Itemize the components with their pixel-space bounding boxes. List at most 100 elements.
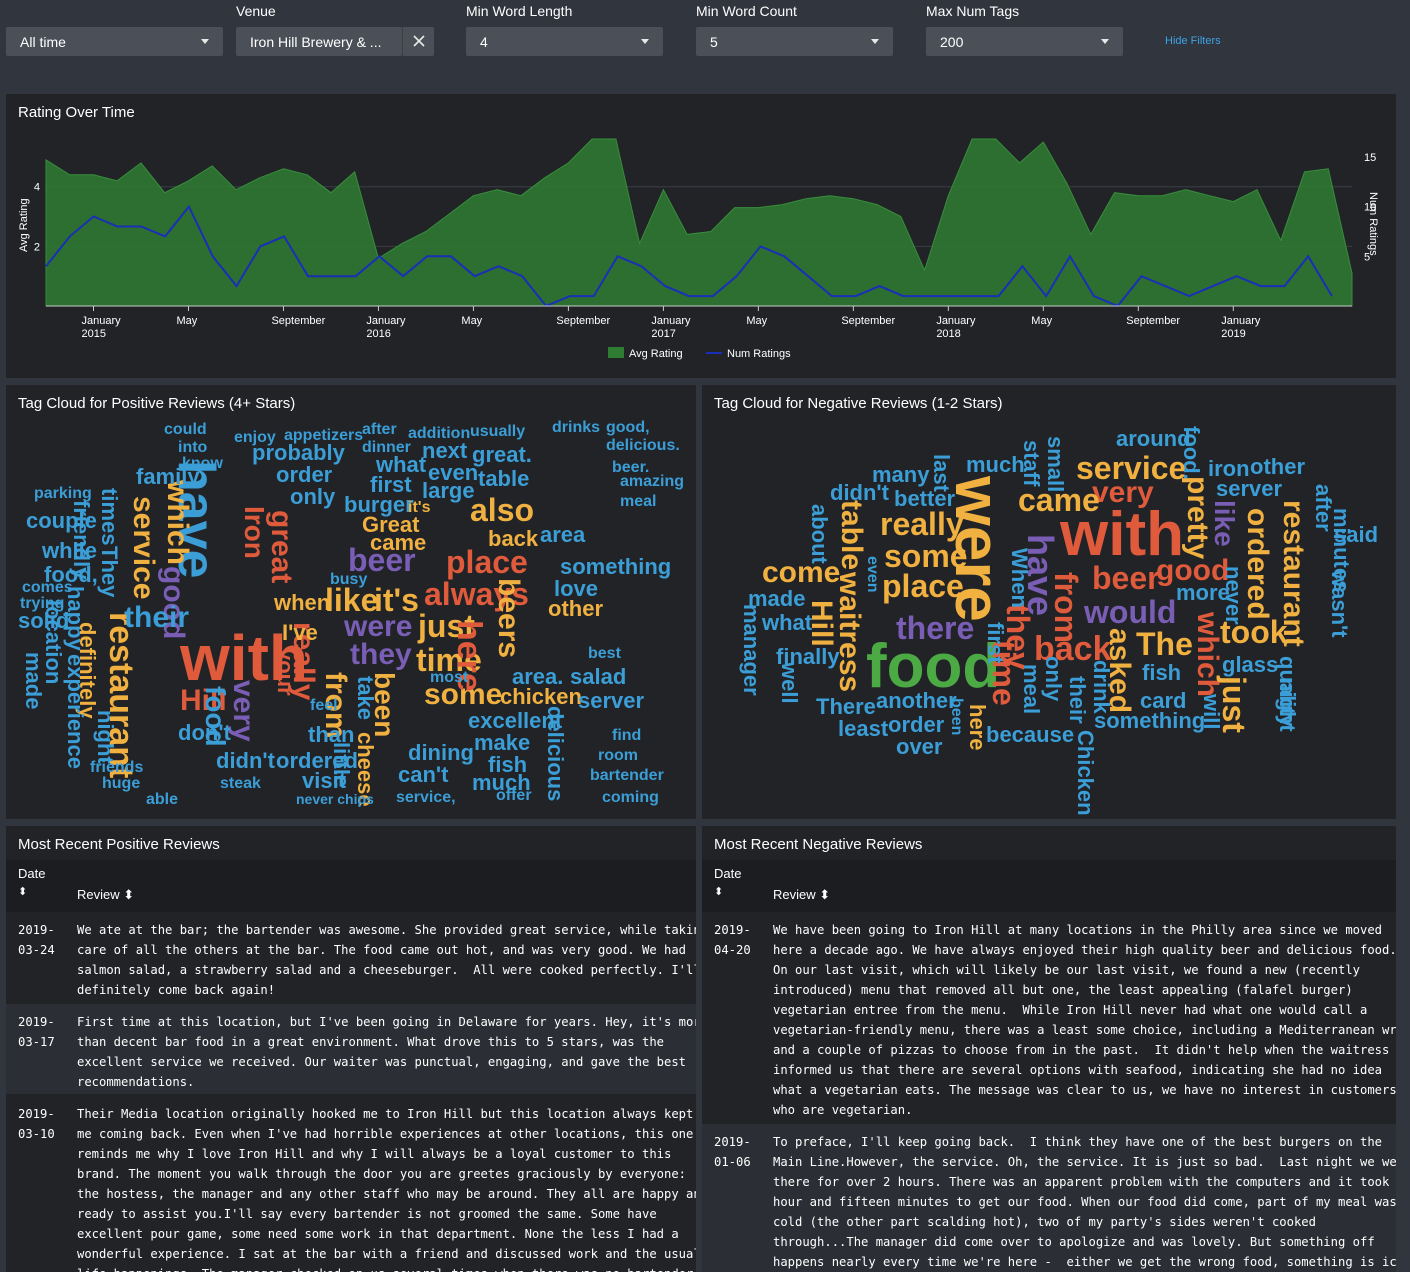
tag-word: I've: [282, 620, 318, 645]
table-row: 2019- 03-24 We ate at the bar; the barte…: [6, 912, 696, 1002]
hide-filters-link[interactable]: Hide Filters: [1165, 35, 1221, 47]
tag-word: another: [876, 688, 957, 713]
tag-word: been: [369, 672, 400, 738]
min-word-length-label: Min Word Length: [466, 3, 573, 19]
time-select-value: All time: [20, 34, 66, 50]
tag-word: first: [370, 472, 412, 497]
tag-word: glass: [1222, 652, 1279, 677]
tag-word: most: [430, 669, 469, 686]
tag-word: about: [807, 504, 832, 564]
tag-word: probably: [252, 440, 345, 465]
date-column-header[interactable]: Date ⬍: [714, 866, 741, 898]
y2-tick-label: 5: [1364, 251, 1370, 263]
tag-word: other: [1250, 454, 1305, 479]
tag-word: with: [1060, 500, 1184, 569]
chevron-down-icon: [1101, 39, 1109, 44]
review-date: 2019- 04-20: [714, 923, 751, 957]
tag-word: beer: [1092, 560, 1160, 596]
tag-word: what: [376, 452, 427, 477]
tag-word: fish: [1142, 660, 1182, 685]
y-tick-label: 4: [34, 182, 40, 194]
tag-word: salad: [570, 664, 627, 689]
tag-word: many: [872, 462, 930, 487]
tag-word: table: [835, 500, 868, 571]
tag-word: place: [446, 544, 528, 580]
min-word-length-select[interactable]: 4: [466, 27, 663, 56]
tag-word: said: [1334, 522, 1379, 547]
tag-word: good,: [606, 419, 650, 436]
date-column-header[interactable]: Date ⬍: [18, 866, 45, 898]
tag-word: time: [416, 642, 482, 678]
sort-icon: ⬍: [18, 886, 28, 898]
venue-select[interactable]: Iron Hill Brewery & ...: [236, 27, 402, 56]
tag-word: other: [548, 596, 603, 621]
review-text: First time at this location, but I've be…: [77, 1015, 696, 1089]
tag-word: burger: [344, 492, 414, 517]
x-tick-label: September: [556, 315, 610, 327]
tag-word: server: [1216, 476, 1283, 501]
x-tick-label: January: [936, 315, 976, 327]
tag-word: even: [864, 556, 881, 593]
time-select[interactable]: All time: [6, 27, 223, 56]
tag-word: bartender: [590, 767, 664, 784]
tag-word: came: [1018, 482, 1100, 518]
tag-word: visit: [302, 768, 347, 793]
tag-word: pretty: [1181, 476, 1214, 560]
tag-word: make: [474, 730, 531, 755]
sort-icon: ⬍: [819, 887, 831, 902]
tag-word: from: [1048, 572, 1084, 644]
tag-word: first: [983, 622, 1008, 664]
tag-word: into: [178, 439, 208, 456]
min-word-count-select[interactable]: 5: [696, 27, 893, 56]
tag-word: would: [1084, 594, 1177, 630]
tag-word: comes: [22, 579, 73, 596]
filter-bar: All time Venue Iron Hill Brewery & ... M…: [0, 0, 1410, 80]
review-text: Their Media location originally hooked m…: [77, 1107, 696, 1272]
review-column-header[interactable]: Review ⬍: [773, 887, 830, 903]
tag-word: back: [488, 526, 539, 551]
tag-word: around: [1116, 426, 1191, 451]
tag-word: came: [370, 530, 427, 555]
tag-word: service,: [396, 789, 456, 806]
min-word-count-value: 5: [710, 34, 718, 50]
min-word-length-value: 4: [480, 34, 488, 50]
tag-word: enjoy: [234, 429, 276, 446]
clear-venue-button[interactable]: [402, 27, 434, 56]
tag-word: night: [93, 710, 118, 764]
tag-word: can't: [398, 762, 449, 787]
tag-word: well: [777, 662, 802, 704]
panel-title: Most Recent Negative Reviews: [714, 836, 923, 853]
tag-word: more: [1176, 580, 1230, 605]
avg-rating-area: [45, 138, 1353, 307]
tag-word: room: [598, 747, 638, 764]
y2-axis-title: Num Ratings: [1367, 192, 1379, 256]
tag-word: very: [1092, 476, 1154, 509]
tag-word: always: [424, 576, 529, 612]
tag-word: There: [816, 694, 876, 719]
tag-word: small: [1043, 436, 1068, 493]
tag-word: only: [1041, 656, 1066, 702]
tag-word: much: [966, 452, 1025, 477]
tag-word: trying: [20, 595, 65, 612]
tag-word: order: [276, 462, 333, 487]
review-column-header[interactable]: Review ⬍: [77, 887, 134, 903]
review-text: We ate at the bar; the bartender was awe…: [77, 923, 696, 997]
tag-word: don't: [178, 720, 231, 745]
x-tick-label: January: [366, 315, 406, 327]
table-header: Date ⬍ Review ⬍: [6, 860, 696, 912]
positive-cloud-panel: Tag Cloud for Positive Reviews (4+ Stars…: [6, 385, 696, 819]
tag-word: beers: [492, 578, 525, 659]
tag-word: never: [1221, 566, 1246, 625]
tag-word: couple: [26, 508, 97, 533]
tag-word: they: [350, 638, 412, 671]
max-num-tags-select[interactable]: 200: [926, 27, 1123, 56]
table-row: 2019- 03-17 First time at this location,…: [6, 1004, 696, 1094]
review-date: 2019- 03-17: [18, 1015, 55, 1049]
tag-word: order: [888, 712, 945, 737]
review-date: 2019- 01-06: [714, 1135, 751, 1169]
tag-word: food,: [44, 562, 98, 587]
tag-word: your: [273, 648, 298, 696]
table-row: 2019- 03-10 Their Media location origina…: [6, 1096, 696, 1272]
tag-word: there: [896, 610, 975, 646]
